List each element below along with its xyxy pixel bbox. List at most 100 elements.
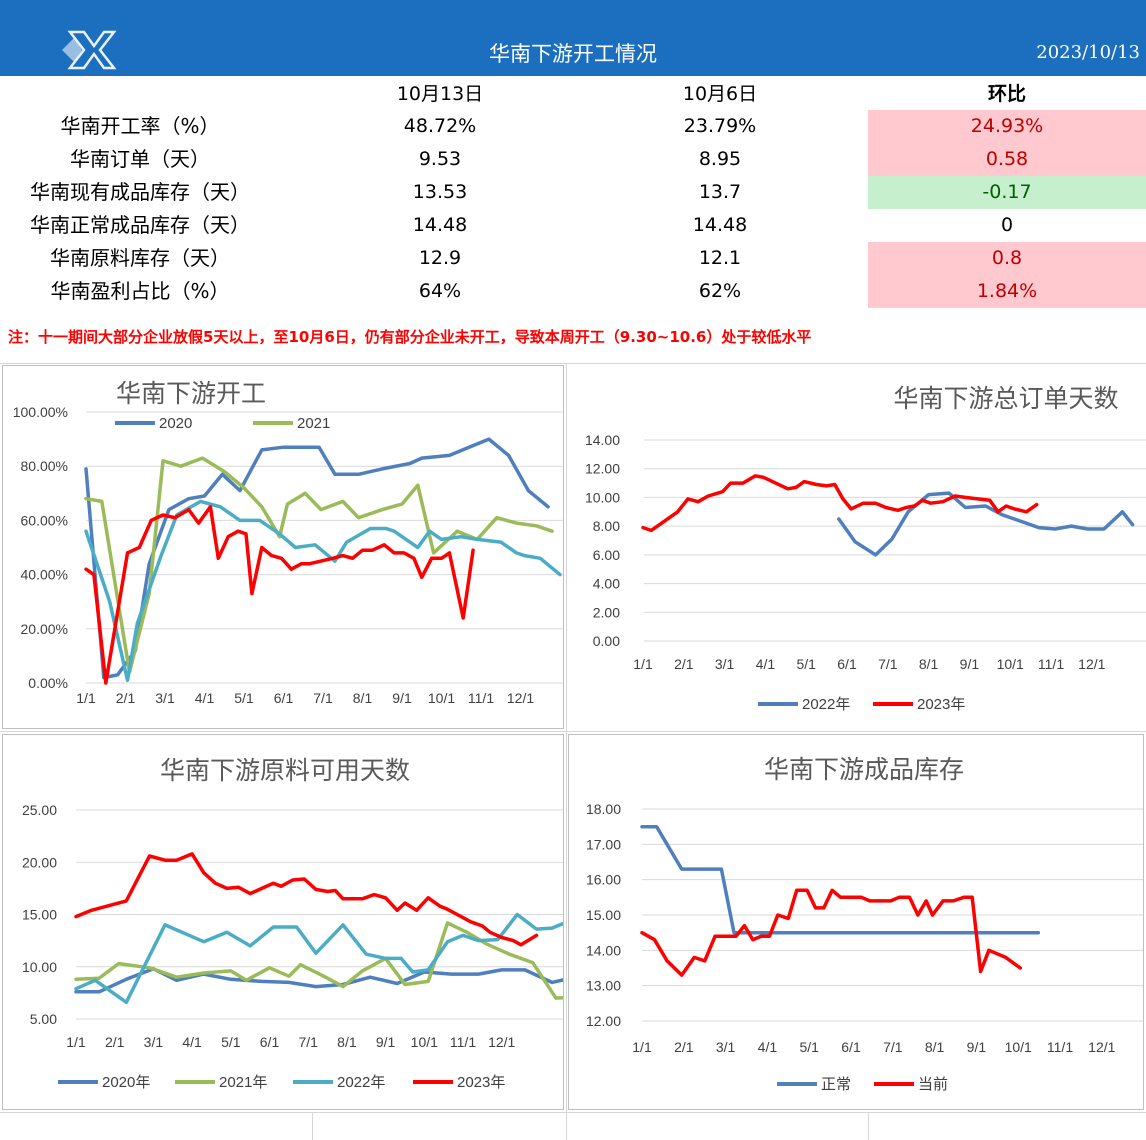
row-label: 华南现有成品库存（天） [30,180,250,204]
chart-panel-finished-inventory: 华南下游成品库存 12.00 13.00 14.00 15.00 16.00 17.00 18… [568,734,1144,1110]
x-tick-label: 7/1 [883,1039,903,1055]
x-tick-label: 10/1 [428,690,455,706]
x-tick-label: 9/1 [392,690,412,706]
row-change-value: 1.84% [868,275,1146,308]
series-line-正常 [640,824,1041,935]
footnote: 注：十一期间大部分企业放假5天以上，至10月6日，仍有部分企业未开工，导致本周开… [8,328,812,346]
x-tick-label: 8/1 [337,1034,357,1050]
x-tick-label: 11/1 [450,1034,476,1050]
y-tick-label: 15.00 [586,907,621,923]
x-tick-label: 6/1 [837,656,857,672]
x-tick-label: 2/1 [105,1034,125,1050]
y-tick-label: 20.00 [22,854,57,870]
col-header-change: 环比 [987,83,1026,105]
x-tick-label: 5/1 [221,1034,241,1050]
divider [0,1112,1146,1113]
x-tick-label: 3/1 [144,1034,164,1050]
chart-panel-raw-material-days: 华南下游原料可用天数 5.00 10.00 15.00 20.00 25.00 1/1 2/1… [2,734,564,1110]
legend-label: 2021年 [219,1074,267,1091]
x-tick-label: 2/1 [116,690,136,706]
series-line-2022 [84,499,562,683]
series-line-2023年 [641,474,1039,533]
col-header-current: 10月13日 [396,83,484,105]
x-tick-label: 6/1 [841,1039,861,1055]
y-tick-label: 17.00 [586,836,621,852]
chart-title: 华南下游开工 [116,379,266,408]
series-line-2023年 [74,852,539,947]
legend-label: 2021 [297,415,330,432]
divider [868,1112,869,1140]
row-change-value: -0.17 [868,176,1146,209]
divider [312,1112,313,1140]
page-title: 华南下游开工情况 [489,42,657,66]
y-tick-label: 4.00 [593,576,620,592]
y-tick-label: 60.00% [21,512,68,528]
divider [566,363,567,1140]
row-label: 华南正常成品库存（天） [30,213,250,237]
y-tick-label: 16.00 [586,872,621,888]
legend-label: 当前 [918,1076,948,1093]
chart-panel-order-days: 华南下游总订单天数 0.00 2.00 4.00 6.00 8.00 10.00 12.00 1… [568,365,1146,729]
x-tick-label: 4/1 [182,1034,202,1050]
y-tick-label: 14.00 [586,942,621,958]
x-tick-label: 1/1 [66,1034,86,1050]
x-tick-label: 12/1 [1078,656,1105,672]
legend-label: 2020 [159,415,192,432]
x-tick-label: 6/1 [260,1034,280,1050]
x-tick-label: 8/1 [925,1039,945,1055]
row-label: 华南订单（天） [70,147,210,171]
y-tick-label: 6.00 [593,547,620,563]
y-tick-label: 5.00 [30,1011,57,1027]
row-label: 华南原料库存（天） [50,246,230,270]
x-tick-label: 9/1 [376,1034,396,1050]
logo-icon [62,30,117,70]
chart-title: 华南下游总订单天数 [893,384,1118,413]
row-label: 华南开工率（%） [60,114,220,138]
x-tick-label: 10/1 [1005,1039,1032,1055]
x-tick-label: 4/1 [195,690,215,706]
chart-order-days: 华南下游总订单天数 0.00 2.00 4.00 6.00 8.00 10.00 12.00 1… [585,384,1146,713]
y-tick-label: 80.00% [21,458,68,474]
x-tick-label: 6/1 [274,690,294,706]
y-tick-label: 13.00 [586,978,621,994]
x-tick-label: 9/1 [960,656,980,672]
row-current-value: 13.53 [412,181,468,203]
report-date: 2023/10/13 [1036,42,1140,63]
legend-label: 正常 [821,1076,851,1093]
y-tick-label: 0.00% [28,675,68,691]
x-tick-label: 4/1 [758,1039,778,1055]
x-tick-label: 1/1 [76,690,96,706]
y-tick-label: 0.00 [593,633,620,649]
x-tick-label: 12/1 [507,690,534,706]
y-tick-label: 10.00 [22,959,57,975]
series-line-2020 [84,437,550,680]
y-tick-label: 40.00% [21,567,68,583]
x-tick-label: 8/1 [353,690,373,706]
row-current-value: 12.9 [418,247,462,269]
row-previous-value: 14.48 [692,214,748,236]
legend-label: 2020年 [102,1074,150,1091]
y-tick-label: 12.00 [585,461,620,477]
divider [0,363,1146,364]
x-tick-label: 10/1 [411,1034,438,1050]
series-line-2022年 [74,912,563,1005]
x-tick-label: 12/1 [488,1034,515,1050]
series-line-2022年 [837,491,1135,557]
y-tick-label: 12.00 [586,1013,621,1029]
legend-label: 2022年 [337,1074,385,1091]
x-tick-label: 5/1 [796,656,816,672]
row-current-value: 14.48 [412,214,468,236]
row-current-value: 9.53 [418,148,462,170]
row-previous-value: 13.7 [698,181,742,203]
row-previous-value: 62% [698,280,742,302]
x-tick-label: 11/1 [468,690,494,706]
series-line-当前 [640,888,1023,977]
chart-title: 华南下游原料可用天数 [160,756,410,785]
row-change-value: 24.93% [868,110,1146,143]
y-tick-label: 20.00% [21,621,68,637]
divider [0,731,1146,732]
x-tick-label: 5/1 [799,1039,819,1055]
x-tick-label: 3/1 [715,656,735,672]
x-tick-label: 1/1 [632,1039,652,1055]
chart-title: 华南下游成品库存 [764,755,964,784]
